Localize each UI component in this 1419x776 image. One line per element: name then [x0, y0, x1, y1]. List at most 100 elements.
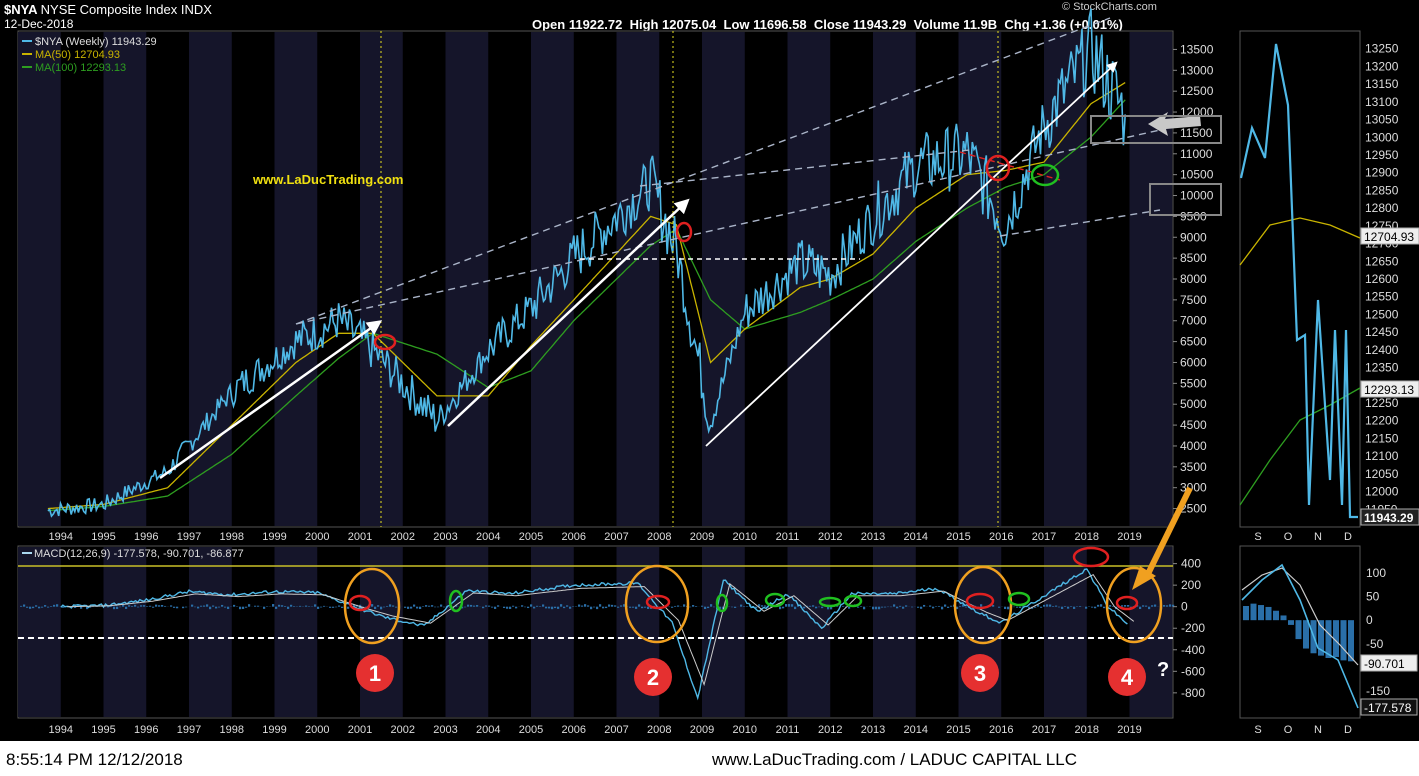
inset-macd-x-tick-label: D: [1344, 724, 1352, 736]
macd-histogram-bar: [569, 606, 572, 609]
footer-bar: 8:55:14 PM 12/12/2018 www.LaDucTrading.c…: [0, 741, 1419, 776]
inset-macd-histogram-bar: [1333, 620, 1339, 658]
macd-histogram-bar: [1016, 606, 1019, 608]
macd-histogram-bar: [1154, 604, 1157, 607]
macd-histogram-bar: [506, 606, 509, 609]
macd-histogram-bar: [491, 606, 494, 608]
target-box-upper: [1090, 115, 1222, 144]
inset-macd-histogram-bar: [1325, 620, 1332, 658]
macd-histogram-bar: [1142, 605, 1145, 607]
year-band: [873, 32, 916, 526]
x-tick-label: 2000: [305, 531, 329, 543]
macd-histogram-bar: [782, 606, 785, 609]
inset-y-tick-label: 12850: [1365, 183, 1399, 197]
macd-legend: MACD(12,26,9) -177.578, -90.701, -86.877: [22, 548, 244, 560]
question-mark: ?: [1157, 659, 1169, 681]
price-line: [47, 8, 1126, 518]
macd-histogram-bar: [797, 605, 800, 607]
x-tick-label: 2018: [1075, 531, 1099, 543]
macd-histogram-bar: [911, 606, 914, 608]
y-tick-label: 10000: [1180, 189, 1214, 203]
macd-histogram-bar: [620, 605, 623, 607]
macd-histogram-bar: [131, 605, 134, 607]
price-markers: [373, 154, 1060, 351]
macd-histogram-bar: [881, 606, 884, 608]
macd-histogram-bar: [677, 605, 680, 607]
macd-histogram-bar: [149, 605, 152, 607]
macd-y-tick-label: -600: [1181, 664, 1205, 678]
macd-histogram-bar: [278, 604, 281, 607]
inset-macd-value-tag-text: -177.578: [1364, 701, 1412, 715]
y-tick-label: 10500: [1180, 168, 1214, 182]
macd-histogram-bar: [365, 606, 368, 608]
y-tick-label: 13500: [1180, 42, 1214, 56]
main-price-panel: 1994 1995 1996 1997 1998 1999 2000 2001 2002 2003…: [17, 8, 1222, 718]
chart-svg: 1994 1995 1996 1997 1998 1999 2000 2001 2002 2003…: [17, 8, 1419, 736]
macd-histogram-bar: [38, 606, 41, 609]
macd-histogram-bar: [566, 605, 569, 607]
inset-macd-histogram-bar: [1273, 610, 1279, 621]
macd-histogram-bar: [113, 606, 116, 610]
macd-histogram-bar: [809, 605, 812, 607]
macd-histogram-bar: [77, 605, 80, 607]
macd-histogram-bar: [863, 606, 866, 610]
inset-macd-y-tick-label: 100: [1366, 566, 1386, 580]
footer-site: www.LaDucTrading.com / LADUC CAPITAL LLC: [712, 750, 1077, 769]
macd-histogram-bar: [821, 606, 824, 609]
macd-histogram-bar: [245, 606, 248, 608]
macd-histogram-bar: [905, 605, 908, 607]
inset-x-tick-label: S: [1254, 531, 1261, 543]
macd-histogram-bar: [875, 606, 878, 610]
macd-histogram-bar: [233, 604, 236, 607]
macd-x-tick-label: 2010: [733, 724, 757, 736]
macd-histogram-bar: [578, 604, 581, 607]
orange-arrow-shaft: [1143, 486, 1193, 580]
year-band: [616, 32, 660, 526]
inset-macd-histogram-bar: [1265, 606, 1272, 621]
target-box-lower: [1149, 183, 1222, 216]
x-tick-label: 2009: [690, 531, 714, 543]
macd-histogram-bar: [695, 606, 698, 607]
macd-histogram-bar: [536, 605, 539, 607]
macd-histogram-bar: [602, 606, 605, 609]
inset-y-tick-label: 12250: [1365, 396, 1399, 410]
y-tick-label: 9000: [1180, 230, 1207, 244]
macd-x-tick-label: 2014: [904, 724, 928, 736]
macd-histogram-bar: [185, 606, 188, 608]
macd-histogram-bar: [404, 606, 407, 608]
macd-histogram-bar: [542, 604, 545, 607]
y-tick-label: 3500: [1180, 460, 1207, 474]
inset-value-tag-text: 12293.13: [1364, 383, 1414, 397]
macd-histogram-bar: [692, 605, 695, 607]
macd-y-tick-label: -200: [1181, 621, 1205, 635]
macd-year-band: [1044, 547, 1087, 717]
inset-macd-histogram-bar: [1243, 606, 1249, 621]
macd-histogram-bar: [1103, 606, 1106, 609]
inset-y-tick-label: 13050: [1365, 113, 1399, 127]
y-tick-label: 4000: [1180, 439, 1207, 453]
macd-histogram-bar: [395, 606, 398, 608]
arrow-2: [447, 198, 690, 427]
y-tick-label: 7500: [1180, 293, 1207, 307]
macd-x-tick-label: 2013: [861, 724, 885, 736]
macd-histogram-bar: [416, 606, 419, 609]
macd-histogram-bar: [653, 605, 656, 607]
macd-x-tick-label: 2011: [776, 724, 800, 736]
macd-histogram-bar: [1094, 606, 1097, 609]
macd-histogram-bar: [1028, 606, 1031, 609]
macd-year-band: [531, 547, 574, 717]
macd-histogram-bar: [746, 606, 749, 607]
grey-arrow-icon: [1148, 112, 1201, 136]
ohlc-readout: Open 11922.72 High 12075.04 Low 11696.58…: [532, 17, 1123, 32]
macd-histogram-bar: [1085, 606, 1088, 609]
macd-x-tick-label: 2015: [946, 724, 970, 736]
macd-histogram-bar: [509, 606, 512, 609]
macd-histogram-bar: [1139, 606, 1142, 610]
macd-histogram-bar: [383, 606, 386, 608]
x-tick-label: 2019: [1117, 531, 1141, 543]
year-band: [958, 32, 1002, 526]
inset-value-tag: [1360, 227, 1419, 245]
inset-y-tick-label: 12800: [1365, 201, 1399, 215]
macd-histogram-bar: [176, 606, 179, 609]
arrow-3: [705, 61, 1118, 447]
